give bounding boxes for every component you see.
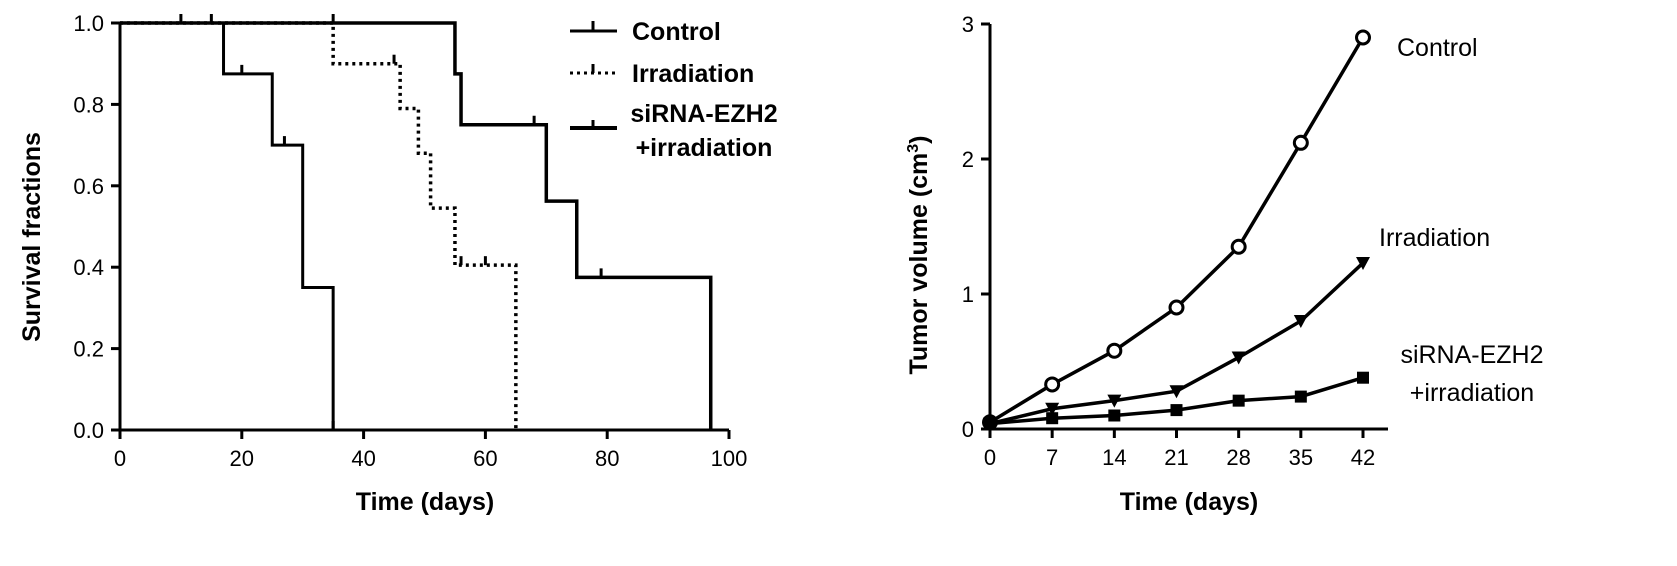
tumor-volume-chart: 0 7 14 21 28 35 42 0 1 2 3 Time (days) Tumor volum… [905, 12, 1544, 516]
point-irradiation [1356, 256, 1370, 270]
point-control [1292, 134, 1309, 151]
y-tick-label: 0.8 [73, 92, 104, 117]
point-irradiation [1231, 351, 1246, 365]
point-sirna-ezh2-irradiation [1108, 409, 1121, 422]
x-tick-label: 21 [1164, 445, 1188, 470]
y-tick-label: 0.4 [73, 255, 104, 280]
survival-axes [118, 23, 729, 432]
y-tick-label: 0.0 [73, 418, 104, 443]
tumor-volume-ticks: 0 7 14 21 28 35 42 0 1 2 3 [962, 12, 1375, 470]
km-line-control [120, 21, 713, 430]
point-control [1106, 342, 1123, 359]
legend-item-control: Control [570, 18, 721, 46]
y-tick-label: 0 [962, 417, 974, 442]
x-axis-label: Time (days) [1120, 488, 1258, 516]
survival-ticks: 0 20 40 60 80 100 0.0 0.2 0.4 0.6 0.8 1.0 [73, 11, 747, 471]
tumor-volume-axes [988, 24, 1388, 431]
km-line-irradiation [120, 21, 518, 430]
y-tick-label: 1.0 [73, 11, 104, 36]
x-tick-label: 80 [595, 446, 619, 471]
line-control [989, 36, 1365, 424]
x-tick-label: 35 [1289, 445, 1313, 470]
point-control [1230, 238, 1247, 255]
y-axis-label: Tumor volume (cm3) [905, 135, 933, 374]
survival-curves [120, 14, 713, 430]
point-irradiation [1293, 315, 1308, 328]
y-tick-label: 0.6 [73, 174, 104, 199]
series-label-sirna-line1: siRNA-EZH2 [1400, 341, 1543, 369]
x-tick-label: 7 [1046, 445, 1058, 470]
x-tick-label: 28 [1226, 445, 1250, 470]
point-irradiation [1045, 402, 1060, 416]
tumor-volume-lines [982, 29, 1371, 431]
y-tick-label: 1 [962, 282, 974, 307]
y-tick-label: 2 [962, 147, 974, 172]
x-tick-label: 0 [114, 446, 126, 471]
series-label-irradiation: Irradiation [1379, 224, 1490, 252]
legend-item-sirna: siRNA-EZH2 +irradiation [570, 100, 778, 162]
legend-label-sirna-line2: +irradiation [636, 134, 773, 162]
x-tick-label: 0 [984, 445, 996, 470]
x-tick-label: 40 [351, 446, 375, 471]
y-tick-label: 3 [962, 12, 974, 37]
legend-label-irradiation: Irradiation [632, 60, 754, 88]
x-axis-label: Time (days) [356, 488, 494, 516]
series-label-control: Control [1397, 34, 1478, 62]
point-sirna-ezh2-irradiation [1232, 394, 1245, 407]
point-sirna-ezh2-irradiation [1294, 390, 1307, 403]
point-control [1168, 299, 1185, 316]
y-axis-label-superscript: 3 [905, 144, 922, 153]
y-tick-label: 0.2 [73, 337, 104, 362]
x-tick-label: 14 [1102, 445, 1126, 470]
legend-item-irradiation: Irradiation [570, 60, 754, 88]
point-sirna-ezh2-irradiation [1046, 412, 1059, 425]
point-control [1355, 29, 1371, 46]
point-sirna-ezh2-irradiation [1170, 404, 1183, 417]
y-axis-label-close: ) [905, 135, 933, 143]
survival-chart: 0 20 40 60 80 100 0.0 0.2 0.4 0.6 0.8 1.0 Time (day… [18, 11, 778, 516]
point-irradiation [1169, 385, 1184, 399]
survival-legend: Control Irradiation siRNA-EZH2 +irradiat… [570, 18, 778, 162]
y-axis-label: Survival fractions [18, 132, 46, 342]
x-tick-label: 100 [711, 446, 748, 471]
series-label-sirna-line2: +irradiation [1410, 379, 1534, 407]
series-labels: Control Irradiation siRNA-EZH2 +irradiat… [1379, 34, 1544, 407]
point-control [1044, 376, 1061, 393]
x-tick-label: 60 [473, 446, 497, 471]
legend-label-control: Control [632, 18, 721, 46]
km-line-sirna-ezh2-irradiation [120, 21, 335, 430]
x-tick-label: 20 [230, 446, 254, 471]
y-axis-label-main: Tumor volume (cm [905, 153, 933, 375]
point-irradiation [1107, 394, 1122, 408]
point-sirna-ezh2-irradiation [1357, 371, 1369, 384]
line-irradiation [989, 261, 1365, 426]
x-tick-label: 42 [1351, 445, 1375, 470]
legend-label-sirna-line1: siRNA-EZH2 [630, 100, 777, 128]
